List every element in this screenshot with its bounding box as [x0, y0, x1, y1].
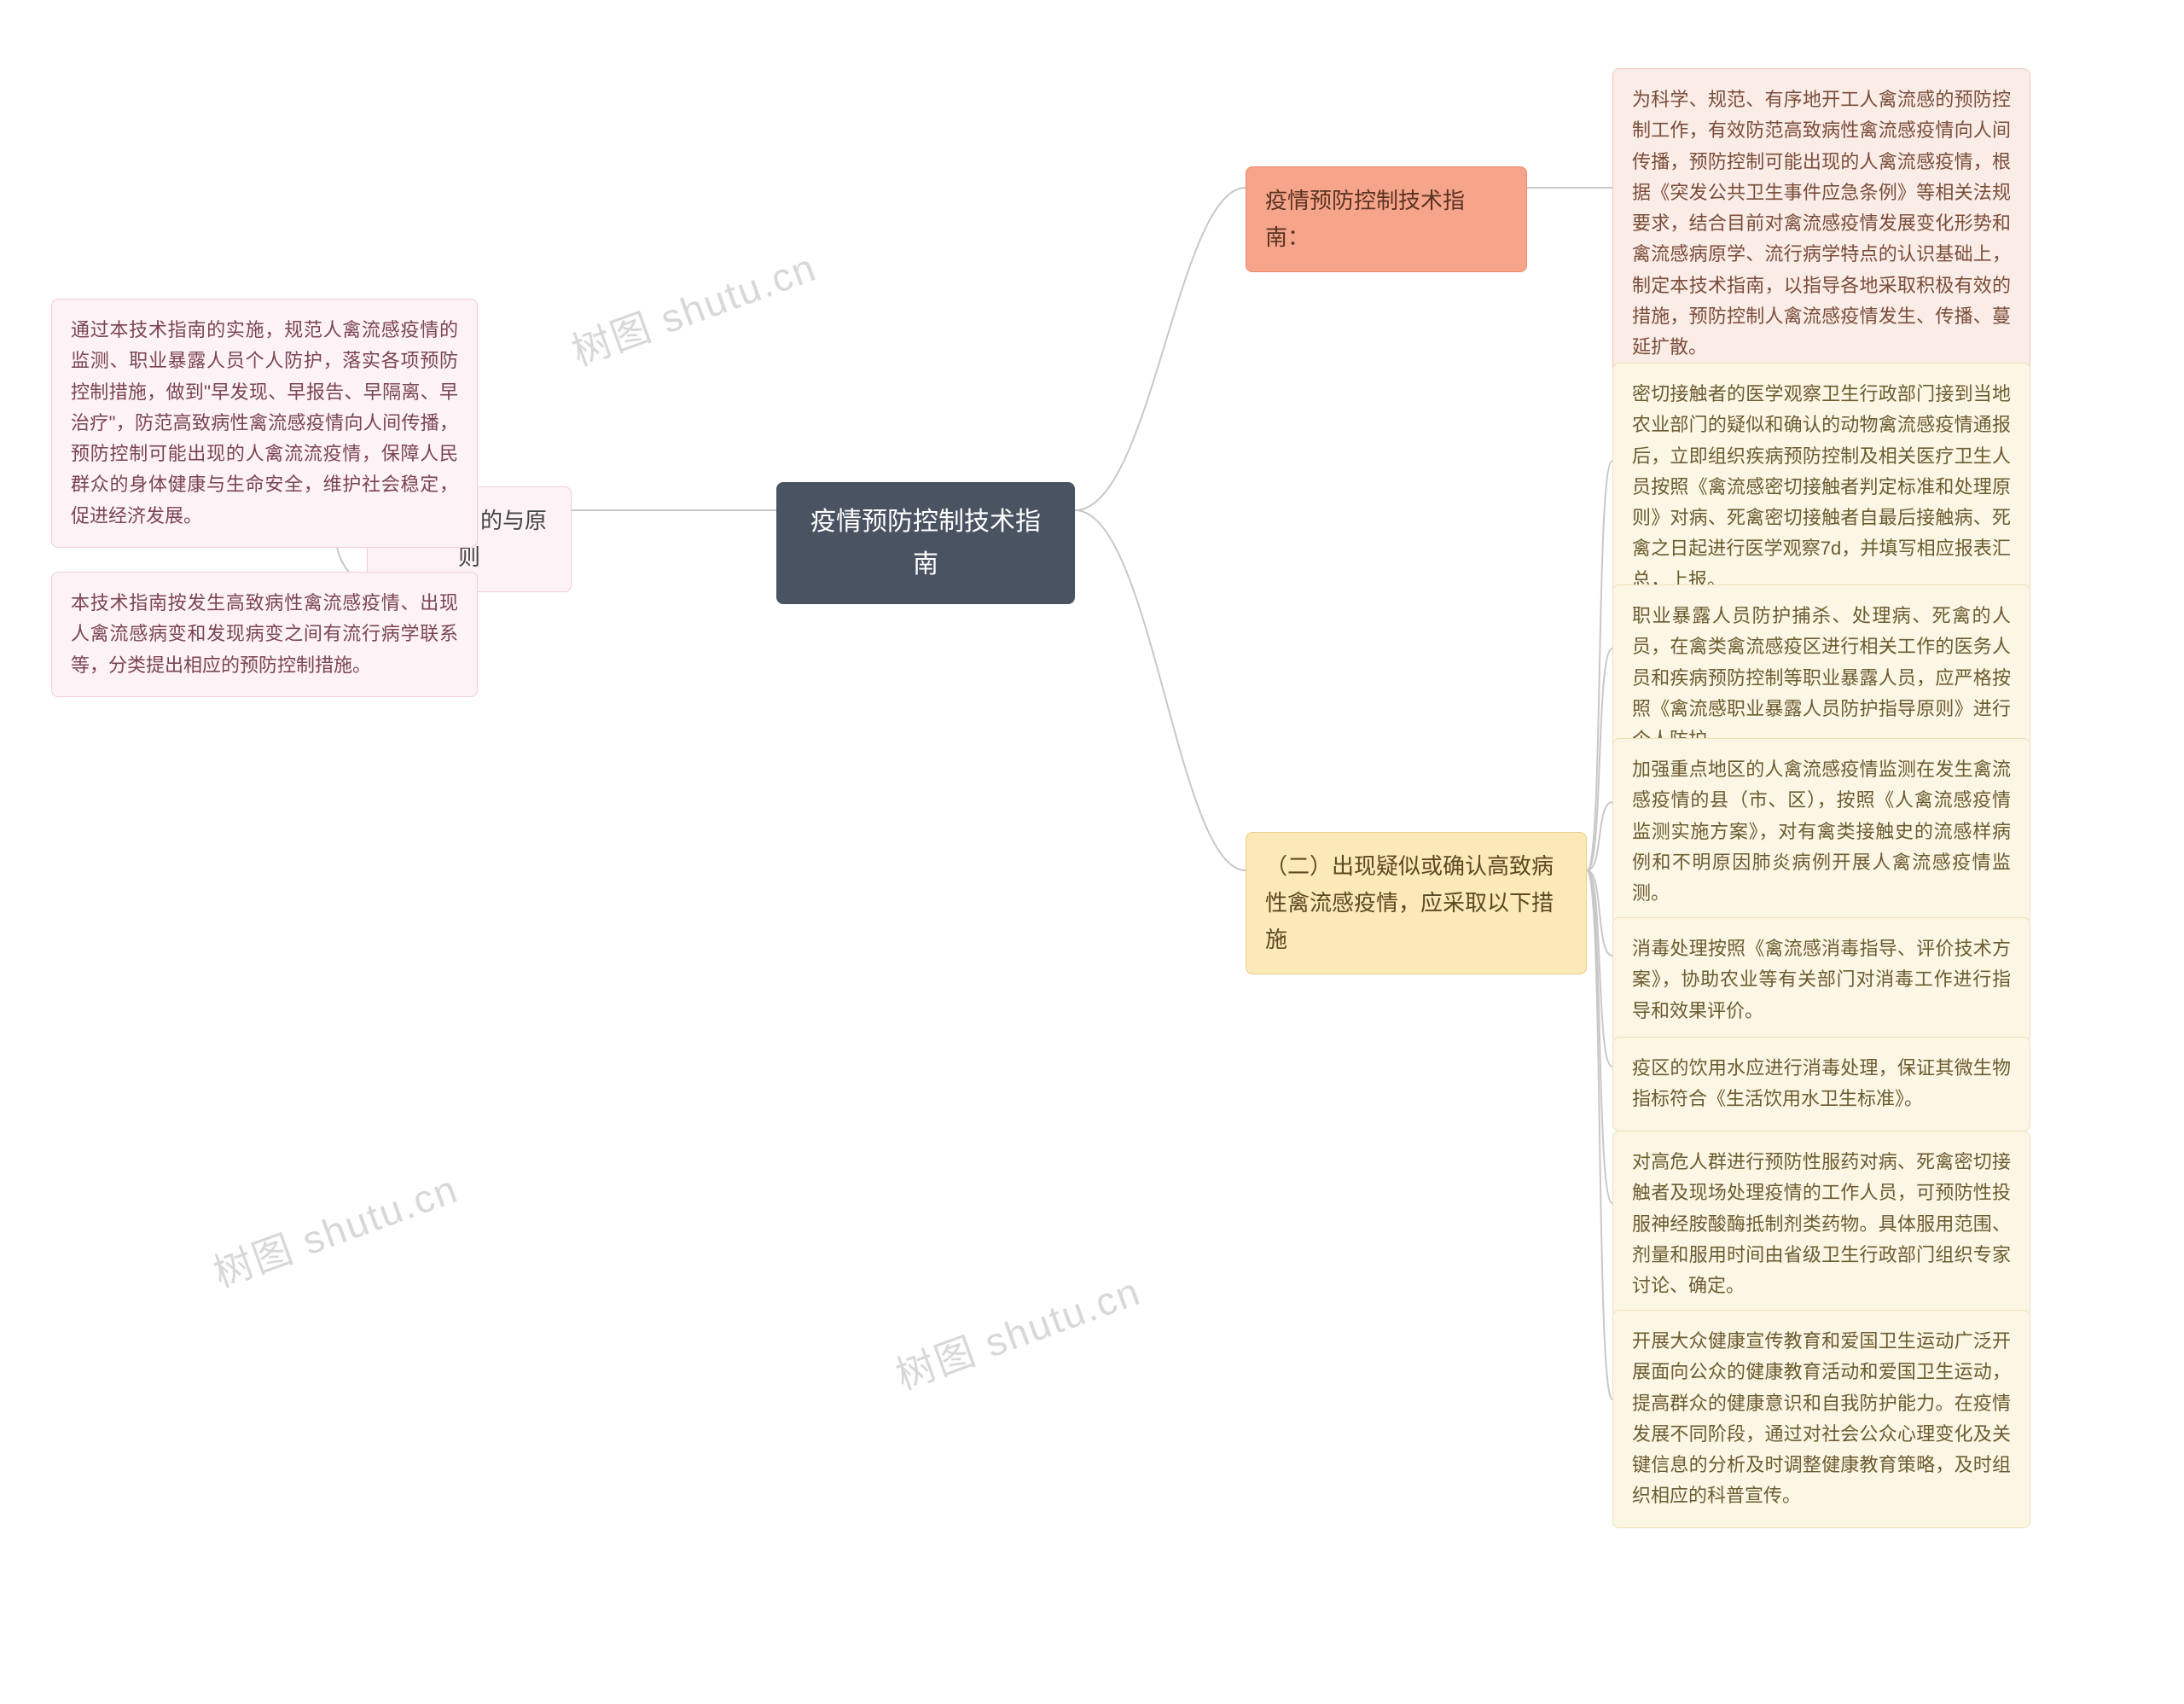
right-branch-1-node[interactable]: 疫情预防控制技术指南： — [1246, 166, 1527, 272]
right-branch-2-node[interactable]: （二）出现疑似或确认高致病性禽流感疫情，应采取以下措施 — [1246, 832, 1587, 974]
right-leaf-2-text: 职业暴露人员防护捕杀、处理病、死禽的人员，在禽类禽流感疫区进行相关工作的医务人员… — [1632, 605, 2011, 750]
right-leaf-2-node[interactable]: 对高危人群进行预防性服药对病、死禽密切接触者及现场处理疫情的工作人员，可预防性投… — [1612, 1131, 2030, 1317]
left-leaf-text: 通过本技术指南的实施，规范人禽流感疫情的监测、职业暴露人员个人防护，落实各项预防… — [71, 319, 458, 526]
right-leaf-2-text: 开展大众健康宣传教育和爱国卫生运动广泛开展面向公众的健康教育活动和爱国卫生运动，… — [1632, 1330, 2011, 1506]
right-leaf-2-node[interactable]: 密切接触者的医学观察卫生行政部门接到当地农业部门的疑似和确认的动物禽流感疫情通报… — [1612, 363, 2030, 612]
left-leaf-node[interactable]: 本技术指南按发生高致病性禽流感疫情、出现人禽流感病变和发现病变之间有流行病学联系… — [51, 572, 478, 697]
root-label: 疫情预防控制技术指南 — [810, 508, 1041, 579]
right-leaf-2-text: 对高危人群进行预防性服药对病、死禽密切接触者及现场处理疫情的工作人员，可预防性投… — [1632, 1151, 2011, 1296]
right-leaf-2-node[interactable]: 消毒处理按照《禽流感消毒指导、评价技术方案》，协助农业等有关部门对消毒工作进行指… — [1612, 917, 2030, 1043]
watermark: 树图 shutu.cn — [205, 1158, 465, 1299]
right-leaf-1-text: 为科学、规范、有序地开工人禽流感的预防控制工作，有效防范高致病性禽流感疫情向人间… — [1632, 89, 2011, 358]
right-leaf-2-text: 密切接触者的医学观察卫生行政部门接到当地农业部门的疑似和确认的动物禽流感疫情通报… — [1632, 383, 2011, 590]
right-leaf-2-node[interactable]: 加强重点地区的人禽流感疫情监测在发生禽流感疫情的县（市、区），按照《人禽流感疫情… — [1612, 738, 2030, 925]
left-leaf-text: 本技术指南按发生高致病性禽流感疫情、出现人禽流感病变和发现病变之间有流行病学联系… — [71, 592, 458, 676]
right-leaf-2-text: 消毒处理按照《禽流感消毒指导、评价技术方案》，协助农业等有关部门对消毒工作进行指… — [1632, 938, 2011, 1021]
right-branch-1-label: 疫情预防控制技术指南： — [1265, 188, 1465, 250]
left-leaf-node[interactable]: 通过本技术指南的实施，规范人禽流感疫情的监测、职业暴露人员个人防护，落实各项预防… — [51, 299, 478, 548]
root-node[interactable]: 疫情预防控制技术指南 — [776, 482, 1075, 604]
right-leaf-1-node[interactable]: 为科学、规范、有序地开工人禽流感的预防控制工作，有效防范高致病性禽流感疫情向人间… — [1612, 68, 2030, 380]
right-leaf-2-node[interactable]: 开展大众健康宣传教育和爱国卫生运动广泛开展面向公众的健康教育活动和爱国卫生运动，… — [1612, 1310, 2030, 1528]
right-leaf-2-node[interactable]: 疫区的饮用水应进行消毒处理，保证其微生物指标符合《生活饮用水卫生标准》。 — [1612, 1037, 2030, 1131]
right-leaf-2-text: 加强重点地区的人禽流感疫情监测在发生禽流感疫情的县（市、区），按照《人禽流感疫情… — [1632, 759, 2011, 904]
watermark: 树图 shutu.cn — [887, 1260, 1147, 1401]
right-leaf-2-text: 疫区的饮用水应进行消毒处理，保证其微生物指标符合《生活饮用水卫生标准》。 — [1632, 1057, 2011, 1109]
right-branch-2-label: （二）出现疑似或确认高致病性禽流感疫情，应采取以下措施 — [1265, 853, 1554, 952]
watermark: 树图 shutu.cn — [563, 236, 823, 377]
